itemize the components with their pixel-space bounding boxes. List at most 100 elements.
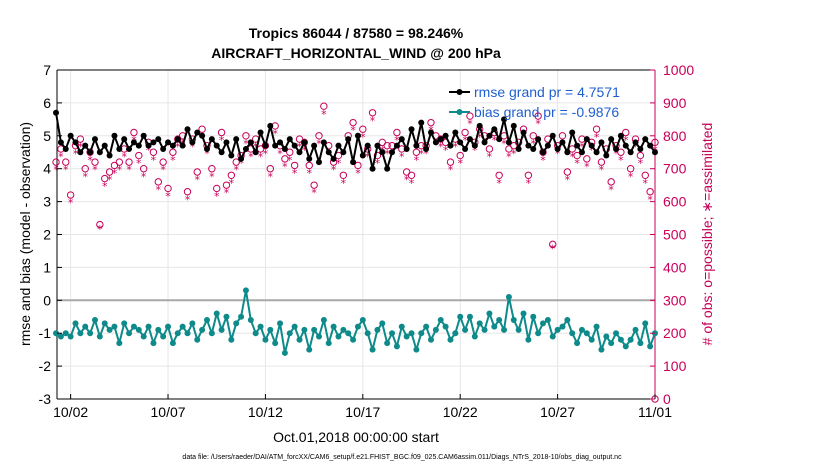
assimilated-point: * <box>302 144 308 157</box>
possible-point <box>549 240 557 249</box>
assimilated-point: * <box>336 157 342 170</box>
rmse-point <box>189 139 196 146</box>
rmse-point <box>427 129 434 136</box>
assimilated-point: * <box>78 141 84 154</box>
rmse-point <box>505 139 512 146</box>
rmse-point <box>515 145 522 152</box>
assimilated-point: * <box>594 131 600 144</box>
bias-line <box>55 289 656 354</box>
assimilated-point: * <box>277 147 283 160</box>
bias-point <box>384 340 391 347</box>
assimilated-point: * <box>535 118 541 131</box>
x-axis-ticks: 10/02 10/07 10/12 10/17 10/22 10/27 11/01 <box>53 394 672 420</box>
left-tick-label: -2 <box>39 358 52 374</box>
rmse-point <box>583 136 590 143</box>
bias-point <box>462 326 469 333</box>
rmse-point <box>603 152 610 159</box>
assimilated-point: * <box>341 177 347 190</box>
bias-point <box>354 323 361 330</box>
assimilated-point: * <box>316 137 322 150</box>
rmse-point <box>457 139 464 146</box>
bias-point <box>101 320 108 327</box>
assimilated-point: * <box>297 141 303 154</box>
bias-point <box>389 330 396 337</box>
possible-point <box>412 148 421 156</box>
rmse-point <box>335 142 342 149</box>
y-axis-left-label: rmse and bias (model - observation) <box>17 122 33 346</box>
rmse-point <box>632 139 639 146</box>
assimilated-point: * <box>82 170 88 183</box>
assimilated-point: * <box>623 134 629 147</box>
rmse-point <box>184 126 191 133</box>
rmse-point <box>525 142 532 149</box>
series-bias <box>53 287 658 356</box>
rmse-point <box>257 129 264 136</box>
left-tick-label: 0 <box>43 292 51 308</box>
bias-point <box>135 326 142 333</box>
possible-point <box>583 155 591 163</box>
rmse-point <box>593 149 600 156</box>
assimilated-point: * <box>229 177 235 190</box>
possible-point <box>76 135 85 143</box>
assimilated-point: * <box>258 151 264 164</box>
bias-point <box>130 323 137 330</box>
x-tick-label: 10/17 <box>345 404 380 420</box>
possible-point <box>383 141 391 150</box>
rmse-point <box>291 142 298 149</box>
bias-point <box>91 317 98 324</box>
rmse-point <box>652 149 658 156</box>
bias-point <box>267 326 274 333</box>
assimilated-point: * <box>492 134 498 147</box>
left-tick-label: -3 <box>39 391 52 407</box>
right-tick-label: 800 <box>663 128 687 144</box>
assimilated-point: * <box>550 243 556 256</box>
assimilated-point: * <box>599 164 605 177</box>
left-tick-label: 5 <box>43 128 51 144</box>
bias-point <box>340 326 347 333</box>
bias-point <box>57 333 64 340</box>
bias-point <box>296 336 303 343</box>
rmse-point <box>160 145 167 152</box>
rmse-point <box>642 136 649 143</box>
possible-point <box>135 151 143 160</box>
assimilated-point: * <box>555 147 561 160</box>
assimilated-point: * <box>238 157 244 170</box>
bias-point <box>549 333 556 340</box>
assimilated-point: * <box>472 144 478 157</box>
possible-point <box>52 158 60 166</box>
bias-point <box>374 326 381 333</box>
rmse-point <box>364 142 371 149</box>
assimilated-point: * <box>97 223 103 236</box>
x-tick-label: 10/02 <box>53 404 88 420</box>
bias-point <box>491 323 498 330</box>
assimilated-point: * <box>414 154 420 167</box>
possible-point <box>495 171 503 179</box>
possible-point <box>349 118 357 127</box>
rmse-point <box>403 145 410 152</box>
bias-point <box>476 320 483 327</box>
right-tick-label: 600 <box>663 194 687 210</box>
right-tick-label: 500 <box>663 227 687 243</box>
assimilated-point: * <box>58 151 64 164</box>
bias-point <box>432 326 439 333</box>
left-tick-label: 2 <box>43 227 51 243</box>
bias-point <box>617 336 624 343</box>
assimilated-point: * <box>107 174 113 187</box>
rmse-point <box>281 145 288 152</box>
rmse-point <box>208 136 215 143</box>
series-rmse <box>53 109 658 172</box>
assimilated-point: * <box>204 147 210 160</box>
right-tick-label: 200 <box>663 325 687 341</box>
assimilated-point: * <box>423 147 429 160</box>
x-tick-label: 11/01 <box>638 404 672 420</box>
bias-point <box>315 333 322 340</box>
rmse-point <box>549 132 556 139</box>
rmse-point <box>379 149 386 156</box>
bias-point <box>335 333 342 340</box>
rmse-point <box>140 132 147 139</box>
possible-point <box>62 158 70 166</box>
rmse-point <box>67 132 74 139</box>
possible-point <box>573 151 581 160</box>
bias-point <box>96 333 103 340</box>
